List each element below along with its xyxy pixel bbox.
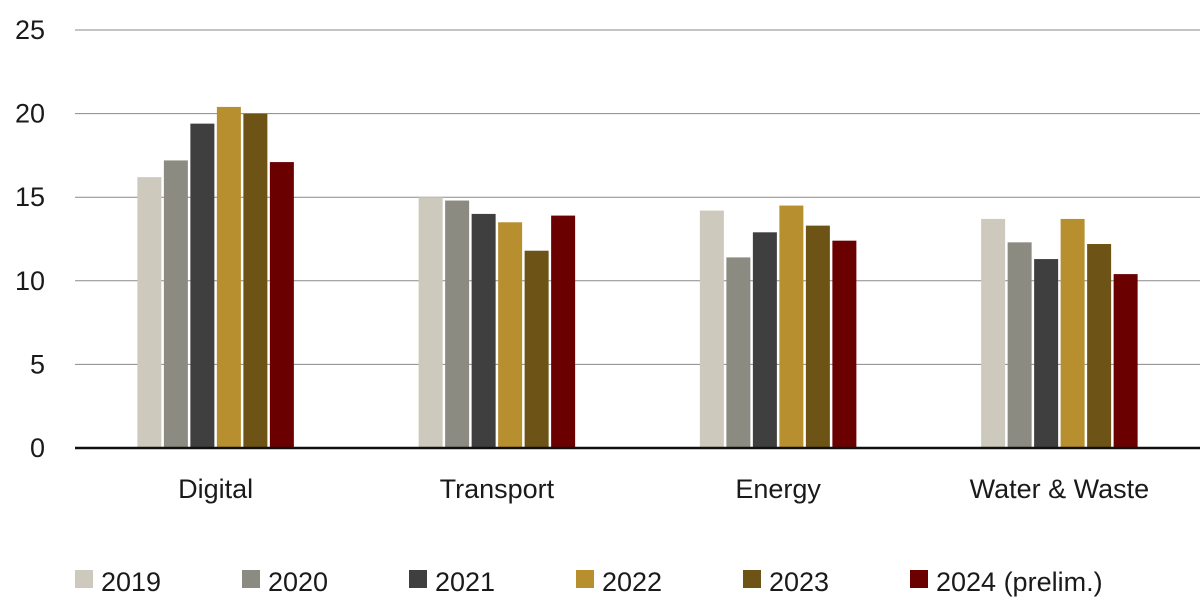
bar-water-waste-2022	[1060, 218, 1085, 448]
bar-energy-2019	[699, 210, 724, 448]
bar-water-waste-2023	[1087, 244, 1112, 448]
y-tick-label: 0	[30, 433, 45, 463]
bar-transport-2024-prelim-	[551, 215, 576, 448]
legend-swatch	[242, 570, 260, 588]
x-category-label: Water & Waste	[970, 474, 1150, 504]
bar-transport-2019	[418, 197, 443, 448]
y-tick-label: 20	[15, 99, 45, 129]
legend: 2019 2020 2021 2022 2023 2024 (prelim.)	[75, 567, 1103, 597]
bars	[137, 106, 1138, 449]
y-tick-label: 10	[15, 266, 45, 296]
bar-water-waste-2021	[1034, 259, 1059, 448]
bar-water-waste-2019	[981, 218, 1006, 448]
bar-energy-2024-prelim-	[832, 240, 857, 448]
bar-digital-2024-prelim-	[269, 162, 294, 448]
legend-swatch	[743, 570, 761, 588]
category-labels: Digital Transport Energy Water & Waste	[178, 474, 1149, 504]
bar-transport-2020	[445, 200, 470, 448]
bar-transport-2023	[524, 250, 549, 448]
bar-digital-2020	[163, 160, 188, 448]
bar-digital-2022	[216, 106, 241, 449]
legend-swatch	[576, 570, 594, 588]
legend-label: 2020	[268, 567, 328, 597]
legend-swatch	[75, 570, 93, 588]
bar-digital-2023	[243, 113, 268, 448]
legend-label: 2023	[769, 567, 829, 597]
bar-water-waste-2024-prelim-	[1113, 274, 1138, 448]
legend-swatch	[409, 570, 427, 588]
legend-swatch	[910, 570, 928, 588]
bar-digital-2019	[137, 177, 162, 449]
bar-energy-2023	[805, 225, 830, 448]
bar-water-waste-2020	[1007, 242, 1032, 448]
y-axis-tick-labels: 0 5 10 15 20 25	[15, 15, 45, 463]
bar-transport-2022	[498, 222, 523, 448]
legend-label: 2019	[101, 567, 161, 597]
legend-label: 2024 (prelim.)	[936, 567, 1103, 597]
bar-energy-2022	[779, 205, 804, 448]
y-tick-label: 5	[30, 349, 45, 379]
bar-digital-2021	[190, 123, 215, 448]
legend-label: 2021	[435, 567, 495, 597]
y-tick-label: 15	[15, 182, 45, 212]
bar-transport-2021	[471, 213, 496, 448]
x-category-label: Digital	[178, 474, 253, 504]
bar-energy-2021	[752, 232, 777, 448]
x-category-label: Transport	[440, 474, 555, 504]
y-tick-label: 25	[15, 15, 45, 45]
legend-label: 2022	[602, 567, 662, 597]
x-category-label: Energy	[735, 474, 821, 504]
bar-energy-2020	[726, 257, 751, 448]
